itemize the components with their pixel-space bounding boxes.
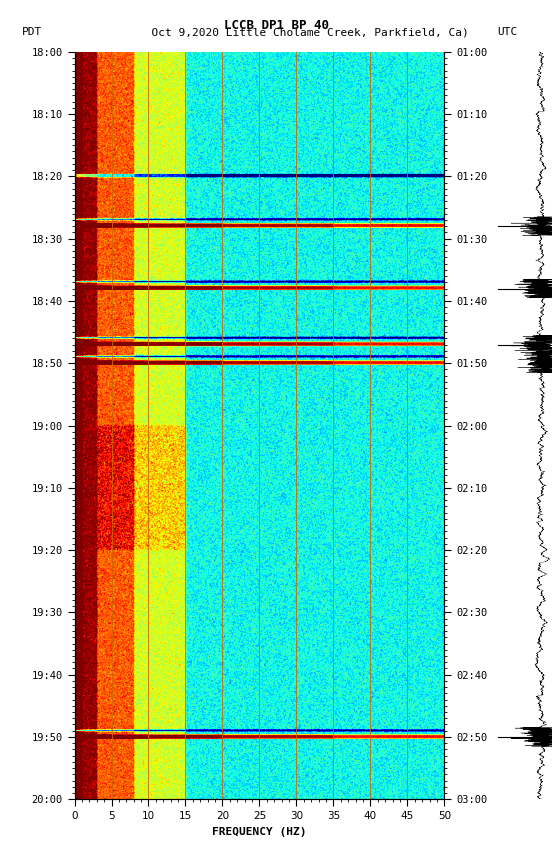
Text: PDT: PDT [22, 28, 43, 37]
Text: Oct 9,2020 Little Cholame Creek, Parkfield, Ca): Oct 9,2020 Little Cholame Creek, Parkfie… [138, 28, 469, 37]
X-axis label: FREQUENCY (HZ): FREQUENCY (HZ) [212, 827, 307, 836]
Text: UTC: UTC [497, 28, 517, 37]
Text: LCCB DP1 BP 40: LCCB DP1 BP 40 [224, 19, 328, 32]
